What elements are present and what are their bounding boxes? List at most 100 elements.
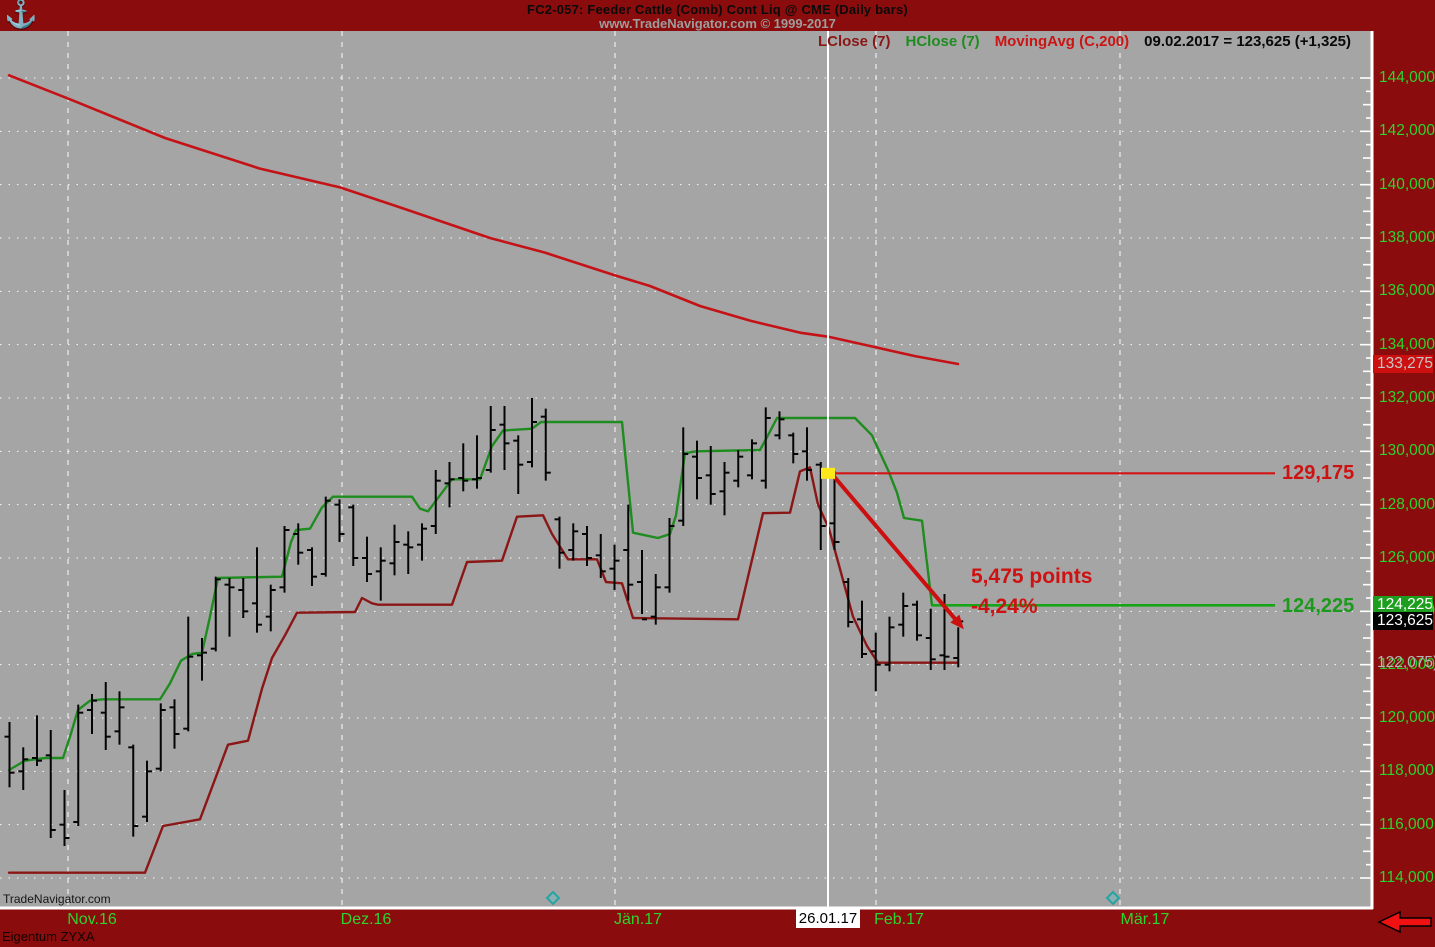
chart-object-anchor[interactable] (545, 890, 561, 906)
ohlc-bar[interactable] (843, 578, 854, 628)
y-axis-label: 122,000 (1379, 655, 1435, 673)
ohlc-bar[interactable] (224, 578, 235, 637)
ohlc-bar[interactable] (692, 440, 702, 500)
ohlc-bar[interactable] (554, 516, 565, 569)
series-lclose-7- (7, 466, 960, 874)
ownership-text: Eigentum ZYXA (2, 929, 95, 944)
y-axis-label: 134,000 (1379, 335, 1435, 353)
ohlc-bar[interactable] (362, 536, 372, 582)
ohlc-bar[interactable] (307, 547, 317, 586)
ohlc-bar[interactable] (912, 600, 922, 641)
price-flag-122075: 122,075) (1377, 653, 1435, 671)
ohlc-bar[interactable] (485, 406, 496, 473)
ohlc-bar[interactable] (142, 760, 152, 822)
y-axis-label: 142,000 (1379, 122, 1435, 140)
ohlc-bar[interactable] (375, 547, 386, 601)
ohlc-bar[interactable] (458, 443, 469, 492)
ohlc-bar[interactable] (870, 632, 881, 692)
ohlc-bar[interactable] (430, 470, 441, 534)
ohlc-bar[interactable] (650, 574, 661, 625)
scroll-left-arrow-button[interactable] (1376, 909, 1434, 937)
decline-arrow-head (950, 614, 964, 630)
ohlc-bar[interactable] (637, 550, 647, 621)
ohlc-bar[interactable] (18, 747, 29, 790)
ohlc-bar[interactable] (925, 608, 936, 670)
ohlc-bar[interactable] (829, 471, 840, 550)
ohlc-bar[interactable] (747, 439, 757, 480)
ohlc-bar[interactable] (857, 600, 867, 658)
chart-object-anchor[interactable] (1105, 890, 1121, 906)
crosshair-date-label: 26.01.17 (796, 909, 860, 928)
ohlc-bar[interactable] (884, 616, 895, 672)
decline-arrow[interactable] (831, 474, 962, 626)
y-axis-label: 126,000 (1379, 549, 1435, 566)
ohlc-bar[interactable] (87, 694, 97, 734)
ohlc-bar[interactable] (197, 638, 207, 681)
chart-subtitle: www.TradeNavigator.com © 1999-2017 (599, 16, 836, 31)
ohlc-bar[interactable] (32, 715, 42, 766)
ohlc-bar[interactable] (760, 407, 771, 489)
ohlc-bar[interactable] (582, 526, 592, 566)
ohlc-bar[interactable] (664, 518, 675, 593)
ohlc-bar[interactable] (73, 704, 84, 826)
x-axis-label: Feb.17 (874, 911, 924, 928)
ohlc-bar[interactable] (472, 435, 482, 489)
y-axis-label: 138,000 (1379, 229, 1435, 246)
ohlc-bar[interactable] (114, 691, 125, 745)
ohlc-bar[interactable] (568, 523, 579, 561)
ohlc-bar[interactable] (403, 531, 414, 574)
ohlc-bar[interactable] (513, 435, 524, 494)
ohlc-bar[interactable] (169, 699, 180, 749)
ohlc-bar[interactable] (334, 499, 345, 542)
x-axis-label: Dez.16 (340, 911, 392, 928)
ohlc-bar[interactable] (953, 620, 964, 668)
ohlc-bar[interactable] (678, 427, 689, 526)
ohlc-bar[interactable] (898, 592, 909, 637)
ohlc-bar[interactable] (252, 547, 262, 633)
title-band: ⚓ FC2-057: Feeder Cattle (Comb) Cont Liq… (0, 0, 1435, 31)
ohlc-bar[interactable] (128, 744, 139, 837)
ohlc-bar[interactable] (100, 682, 111, 750)
ohlc-bar[interactable] (788, 432, 799, 464)
ohlc-bar[interactable] (417, 523, 427, 561)
y-axis-label: 118,000 (1379, 762, 1434, 780)
ohlc-bar[interactable] (279, 526, 290, 593)
ohlc-bar[interactable] (540, 408, 551, 481)
ohlc-bar[interactable] (45, 730, 56, 838)
ohlc-bar[interactable] (348, 504, 359, 566)
ohlc-bar[interactable] (444, 462, 455, 508)
ohlc-bar[interactable] (499, 406, 510, 470)
ohlc-bar[interactable] (59, 790, 70, 846)
ohlc-bar[interactable] (320, 496, 331, 577)
ohlc-bar[interactable] (719, 462, 730, 516)
y-axis-label: 128,000 (1379, 495, 1435, 513)
x-axis-label: Mär.17 (1120, 911, 1170, 928)
ohlc-bar[interactable] (733, 450, 744, 488)
ohlc-bar[interactable] (815, 462, 826, 550)
ohlc-bar[interactable] (210, 576, 221, 652)
chart-canvas[interactable] (0, 31, 1373, 908)
ohlc-bar[interactable] (389, 524, 400, 576)
y-axis-label: 114,000 (1379, 869, 1434, 886)
y-axis-label: 144,000 (1379, 69, 1435, 86)
ohlc-bar[interactable] (183, 616, 194, 732)
left-arrow-icon (1377, 910, 1432, 934)
ohlc-bar[interactable] (705, 446, 716, 505)
y-axis-label: 132,000 (1379, 389, 1435, 406)
anchor-app-icon[interactable]: ⚓ (4, 0, 38, 29)
ohlc-bar[interactable] (609, 544, 620, 590)
ohlc-bar[interactable] (527, 398, 537, 468)
ohlc-bar[interactable] (293, 523, 304, 565)
ohlc-bar[interactable] (623, 504, 634, 601)
ohlc-bar[interactable] (238, 578, 249, 618)
swing-marker-handle[interactable] (821, 467, 835, 479)
ohlc-bar[interactable] (265, 584, 276, 632)
ohlc-bar[interactable] (595, 534, 606, 578)
watermark-text: TradeNavigator.com (3, 892, 111, 906)
ohlc-bar[interactable] (155, 703, 166, 772)
ohlc-bar[interactable] (802, 427, 812, 481)
ohlc-bar[interactable] (4, 722, 15, 788)
ohlc-bar[interactable] (774, 411, 785, 440)
